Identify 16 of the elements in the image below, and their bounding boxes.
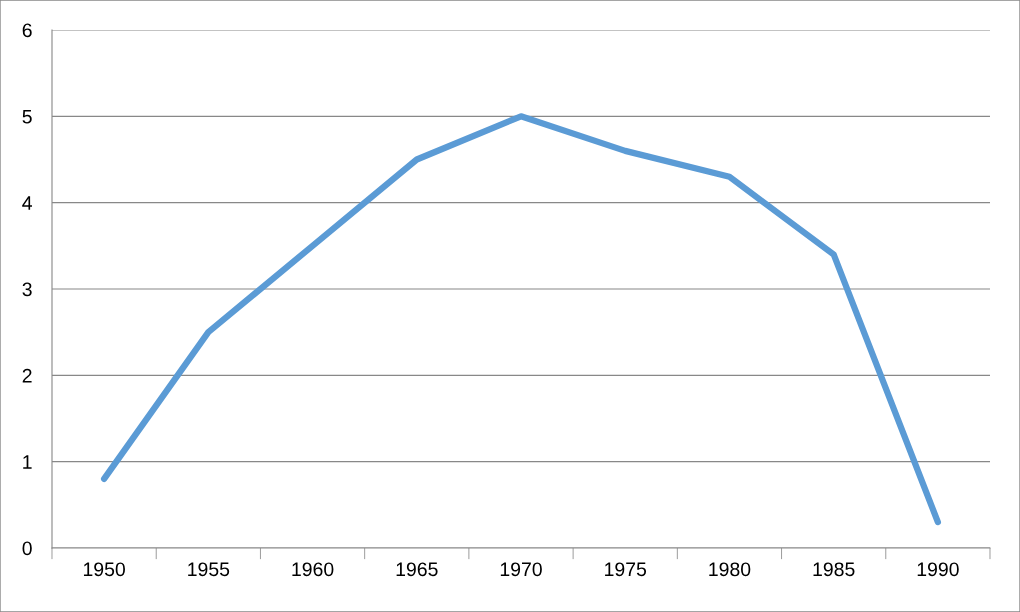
y-tick-label: 5 (22, 110, 32, 124)
y-tick-label: 4 (22, 196, 32, 210)
y-tick-label: 1 (23, 455, 32, 469)
x-tick-label: 1965 (396, 562, 438, 577)
x-tick-label: 1975 (605, 562, 647, 577)
y-tick-label: 0 (22, 541, 32, 556)
y-tick-label: 3 (22, 282, 32, 297)
x-tick-label: 1980 (709, 562, 751, 577)
x-tick-label: 1970 (500, 562, 542, 577)
x-tick-label: 1960 (292, 562, 334, 577)
x-tick-label: 1985 (813, 562, 855, 577)
x-tick-label: 1990 (917, 562, 959, 577)
x-tick-label: 1955 (188, 562, 230, 577)
y-tick-label: 6 (22, 23, 32, 38)
y-tick-label: 2 (22, 368, 32, 383)
x-tick-label: 1950 (83, 562, 125, 577)
